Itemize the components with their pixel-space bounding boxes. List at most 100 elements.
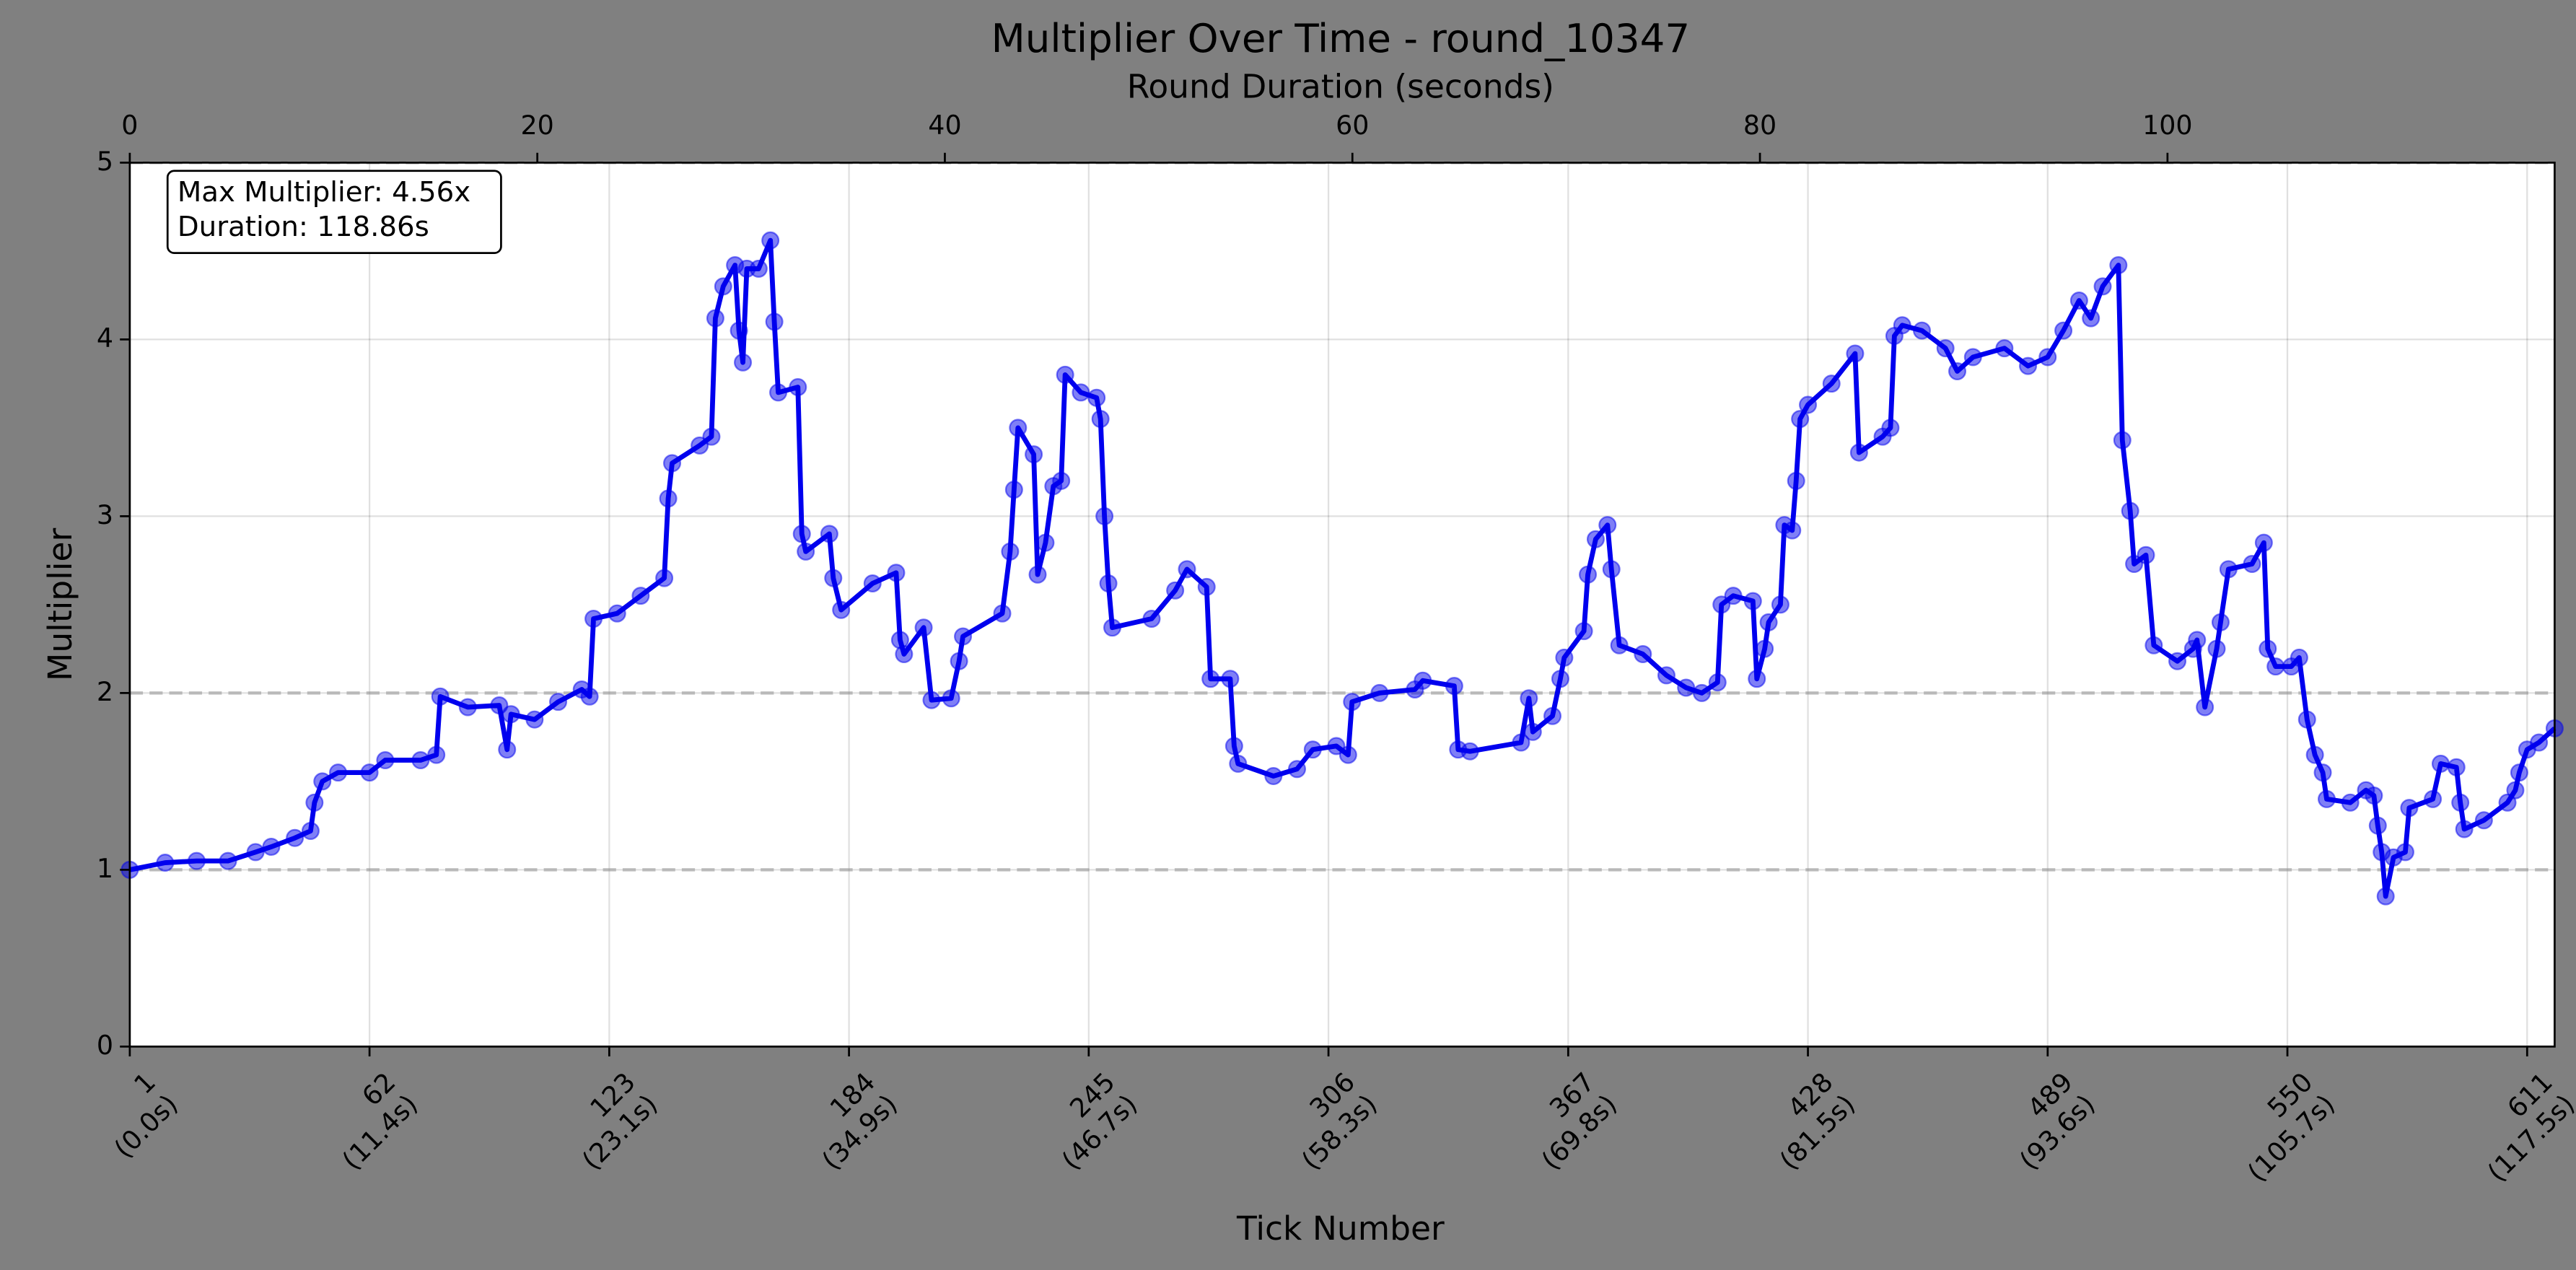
data-point <box>1787 471 1805 490</box>
data-point <box>549 693 568 711</box>
data-point <box>1004 481 1023 499</box>
data-point <box>659 489 678 508</box>
data-point <box>1598 516 1617 535</box>
data-point <box>1748 670 1766 688</box>
data-point <box>832 600 851 619</box>
data-point <box>2313 763 2332 782</box>
data-point <box>1460 742 1479 761</box>
data-point <box>246 843 265 862</box>
data-point <box>608 604 626 623</box>
annotation-box <box>166 170 502 255</box>
marks <box>121 231 2564 906</box>
data-point <box>1025 445 1043 464</box>
data-point <box>950 652 968 670</box>
data-point <box>922 691 941 709</box>
data-point <box>2376 887 2395 906</box>
data-point <box>1264 766 1283 786</box>
data-point <box>1846 344 1865 363</box>
data-point <box>1370 683 1389 702</box>
data-point <box>2093 277 2112 296</box>
data-point <box>2121 502 2139 520</box>
data-point <box>580 687 599 706</box>
data-point <box>2396 843 2414 862</box>
data-point <box>2038 348 2057 367</box>
data-point <box>1586 530 1605 548</box>
data-point <box>262 837 281 857</box>
data-point <box>584 609 603 629</box>
data-point <box>1783 521 1802 540</box>
data-point <box>1743 592 1762 610</box>
data-point <box>1602 560 1621 579</box>
x2-axis-label: Round Duration (seconds) <box>1127 67 1554 105</box>
data-point <box>1579 565 1598 584</box>
data-point <box>734 353 753 372</box>
y-tick-label: 4 <box>97 323 113 354</box>
annotation: Max Multiplier: 4.56x <box>178 176 470 209</box>
data-point <box>942 689 960 708</box>
data-point <box>1225 737 1243 756</box>
x2-tick-label: 60 <box>1336 110 1369 141</box>
x2-tick-label: 40 <box>928 110 961 141</box>
data-point <box>2424 789 2443 808</box>
data-point <box>1849 443 1868 462</box>
data-point <box>1166 581 1185 600</box>
data-point <box>1052 471 1071 490</box>
data-point <box>2510 763 2528 782</box>
data-point <box>1229 754 1248 773</box>
y-tick-label: 1 <box>97 853 113 884</box>
data-point <box>1303 740 1322 759</box>
data-point <box>156 854 175 872</box>
data-point <box>313 772 332 791</box>
data-point <box>1912 321 1932 340</box>
annotation: Duration: 118.86s <box>178 211 429 243</box>
data-point <box>1512 733 1530 752</box>
data-point <box>789 378 807 397</box>
data-point <box>2196 698 2214 717</box>
data-point <box>1343 693 1362 711</box>
data-point <box>1799 395 1818 414</box>
x2-tick-label: 20 <box>520 110 553 141</box>
data-point <box>2254 533 2273 552</box>
data-point <box>2137 546 2155 564</box>
data-point <box>2082 309 2100 328</box>
data-point <box>376 750 395 769</box>
x2-tick-label: 80 <box>1743 110 1777 141</box>
x-axis-label: Tick Number <box>1236 1209 1445 1248</box>
data-point <box>824 569 843 587</box>
data-point <box>769 383 788 402</box>
data-point <box>1091 410 1110 429</box>
data-point <box>2019 356 2038 375</box>
data-point <box>1708 673 1727 692</box>
data-point <box>2069 291 2088 310</box>
plot-area <box>129 162 2555 1047</box>
data-point <box>360 763 379 782</box>
data-point <box>305 793 324 812</box>
data-point <box>1221 670 1240 688</box>
data-point <box>2113 431 2132 450</box>
data-point <box>2145 636 2163 654</box>
data-point <box>1520 689 1538 708</box>
data-point <box>1523 722 1542 741</box>
data-point <box>1087 388 1106 407</box>
data-point <box>2530 733 2549 752</box>
data-point <box>1009 419 1028 437</box>
data-point <box>1197 577 1216 596</box>
data-point <box>1099 574 1118 593</box>
data-point <box>2297 710 2316 729</box>
data-point <box>631 587 650 605</box>
data-point <box>2341 793 2360 812</box>
data-point <box>993 604 1012 623</box>
data-point <box>1287 760 1307 779</box>
data-point <box>1948 362 1967 381</box>
data-point <box>1634 644 1652 664</box>
y-tick-label: 0 <box>97 1030 113 1061</box>
data-point <box>714 277 732 296</box>
data-point <box>431 687 450 706</box>
data-point <box>427 745 446 764</box>
data-point <box>1995 339 2014 358</box>
data-point <box>765 312 784 331</box>
data-point <box>2219 560 2238 579</box>
data-point <box>329 763 348 782</box>
data-point <box>411 750 430 769</box>
